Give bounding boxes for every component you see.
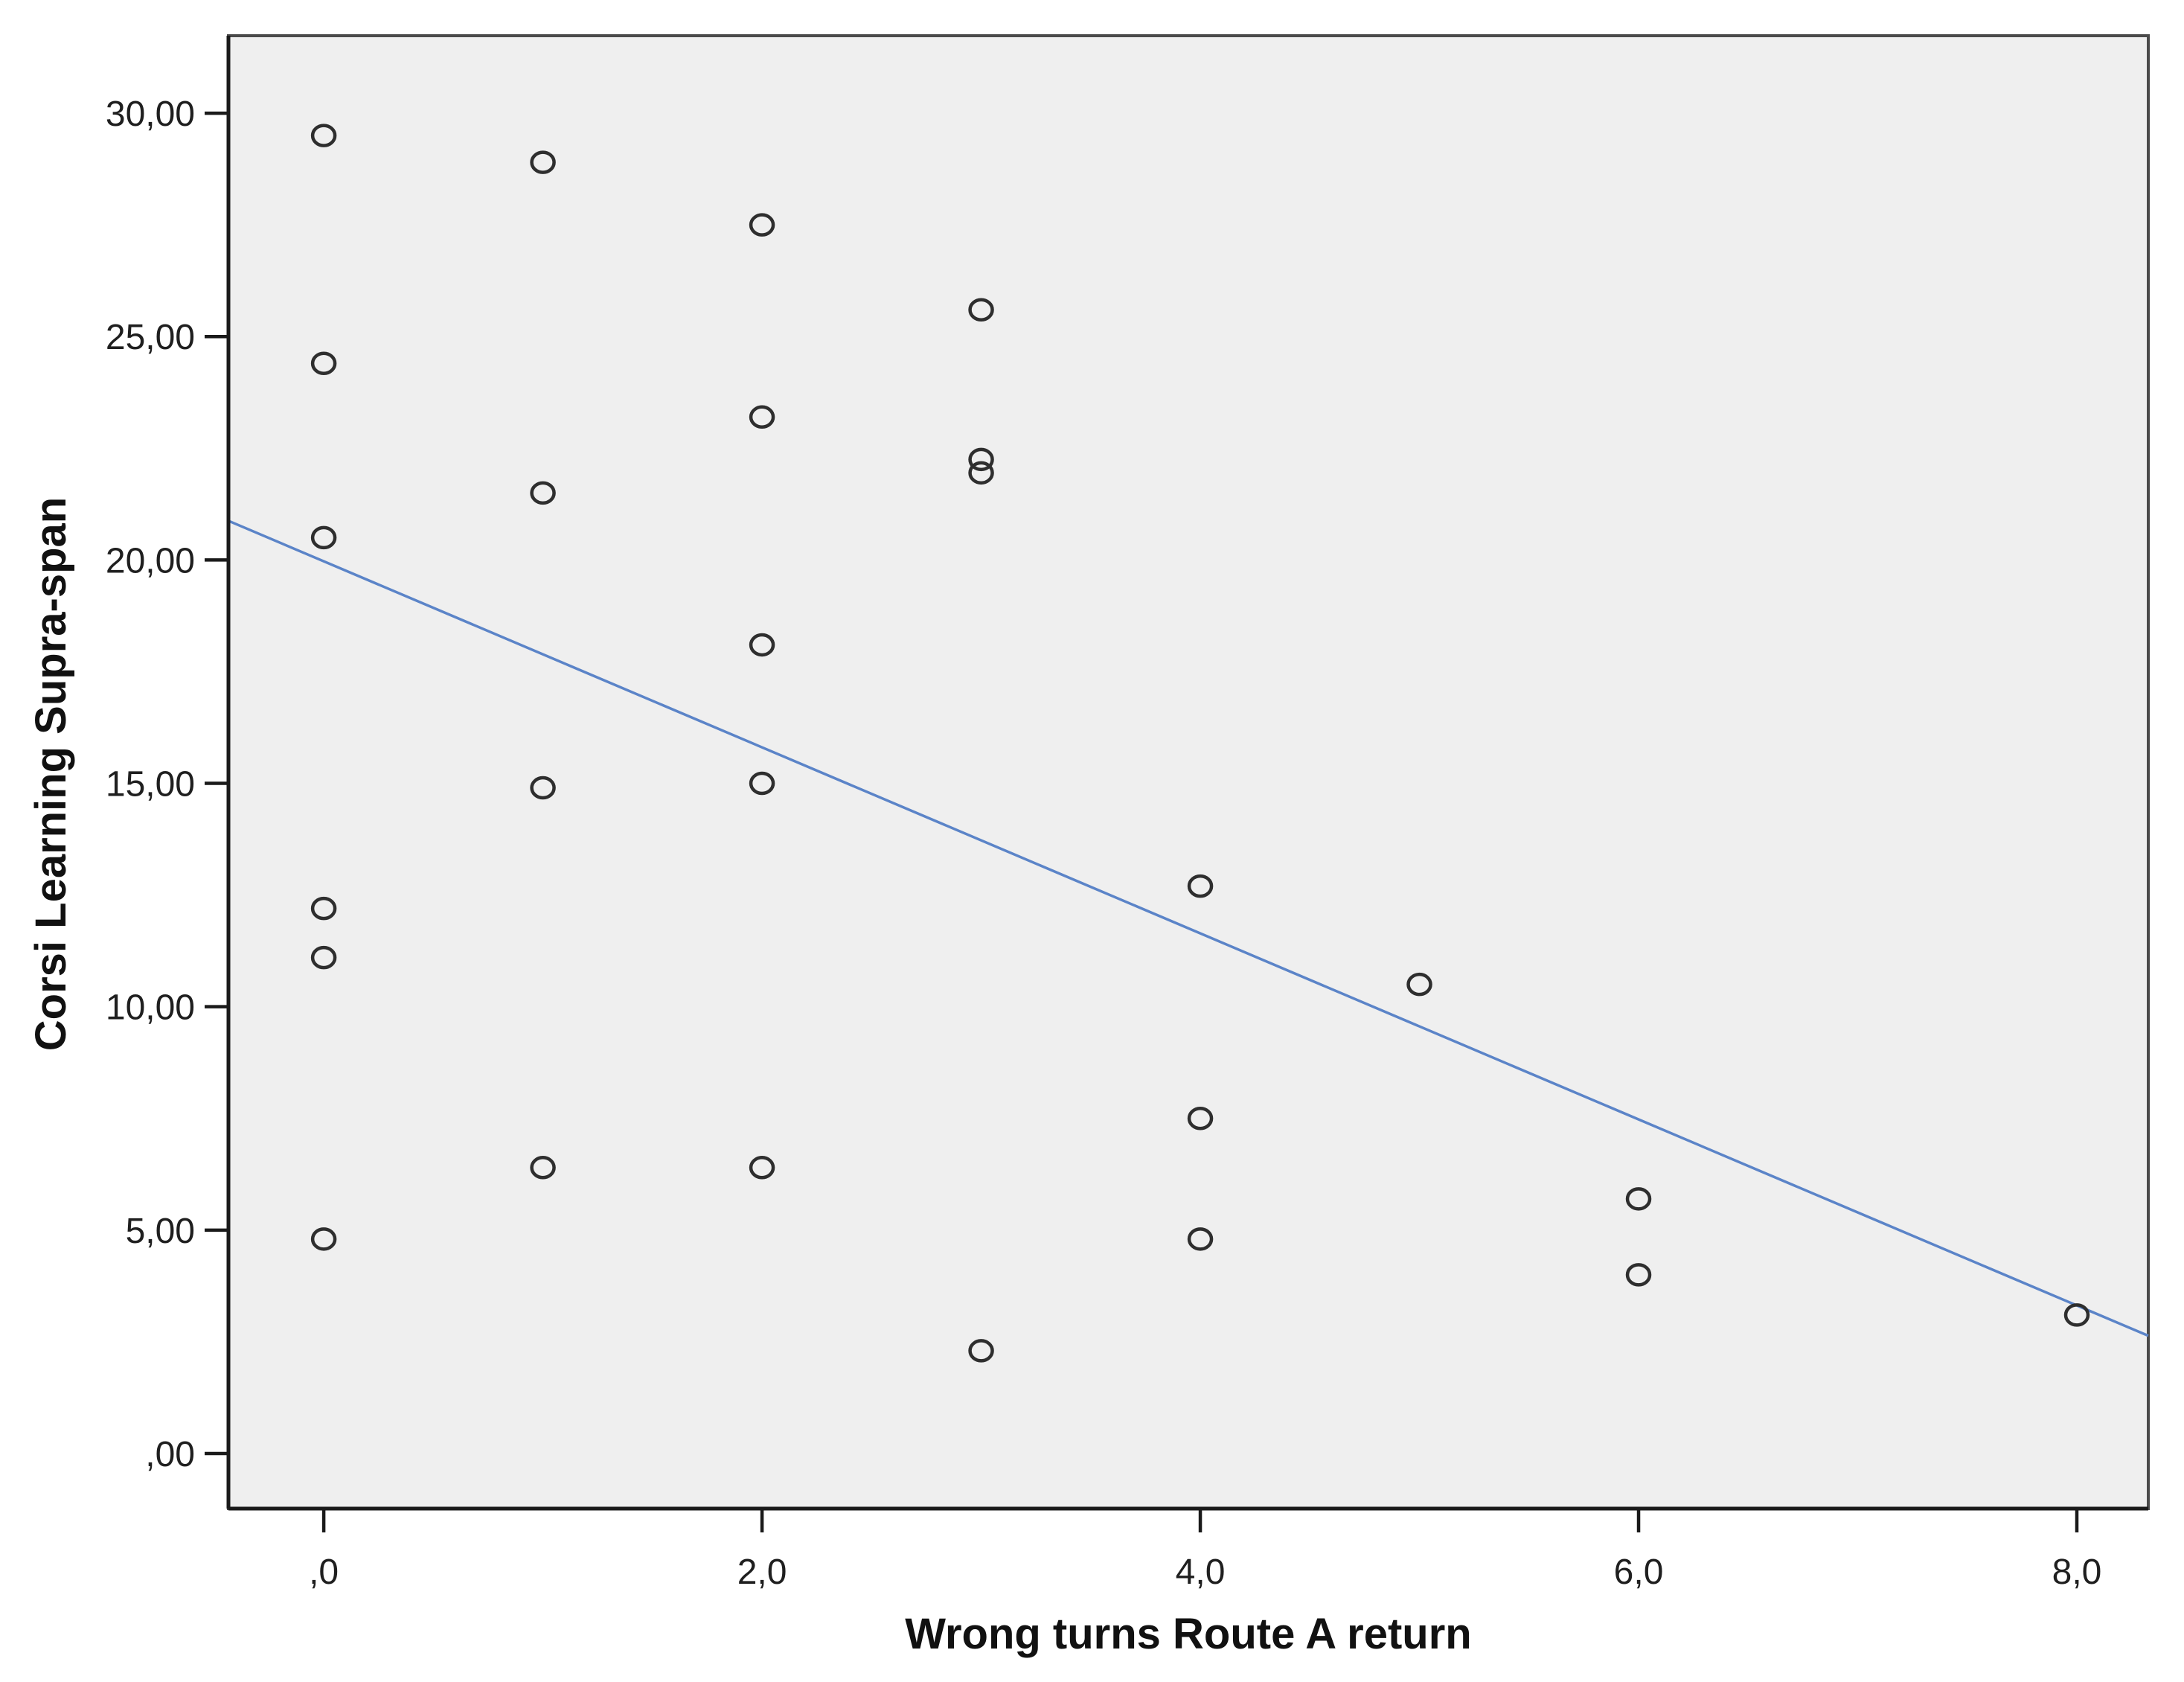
x-tick-label: ,0 bbox=[309, 1553, 339, 1592]
data-point-marker bbox=[968, 461, 994, 485]
data-point-marker bbox=[968, 298, 994, 322]
data-point-marker bbox=[968, 1339, 994, 1363]
data-point-marker bbox=[310, 945, 337, 970]
data-point-marker bbox=[530, 1156, 556, 1180]
data-point-marker bbox=[530, 150, 556, 174]
data-point-marker bbox=[310, 1227, 337, 1251]
data-point-marker bbox=[1187, 1227, 1214, 1251]
points-group bbox=[310, 124, 2090, 1363]
y-tick-label: 5,00 bbox=[126, 1212, 195, 1251]
ticks-group bbox=[205, 36, 2148, 1532]
x-axis-title: Wrong turns Route A return bbox=[905, 1610, 1471, 1658]
data-point-marker bbox=[530, 481, 556, 505]
data-point-marker bbox=[749, 405, 775, 429]
y-tick-label: 25,00 bbox=[106, 318, 195, 357]
data-point-marker bbox=[1625, 1187, 1652, 1211]
y-axis-title: Corsi Learning Supra-span bbox=[27, 497, 75, 1051]
data-point-marker bbox=[1406, 972, 1432, 997]
y-tick-label: 10,00 bbox=[106, 988, 195, 1028]
fit-line bbox=[228, 519, 2149, 1337]
x-tick-label: 4,0 bbox=[1176, 1553, 1226, 1592]
data-point-marker bbox=[749, 771, 775, 796]
data-point-marker bbox=[310, 351, 337, 376]
fit-line-group bbox=[228, 519, 2149, 1337]
data-point-marker bbox=[310, 525, 337, 550]
data-point-marker bbox=[749, 213, 775, 237]
plot-area bbox=[227, 34, 2150, 1510]
data-point-marker bbox=[1625, 1263, 1652, 1287]
y-tick-label: 15,00 bbox=[106, 765, 195, 805]
data-point-marker bbox=[2063, 1303, 2090, 1327]
tick-labels-group: ,00 5,00 10,00 15,00 20,00 25,00 30,00 ,0 2,0 4,0… bbox=[106, 95, 2101, 1592]
y-tick-label: 20,00 bbox=[106, 541, 195, 581]
data-point-marker bbox=[749, 1156, 775, 1180]
data-point-marker bbox=[530, 776, 556, 800]
data-point-marker bbox=[968, 447, 994, 472]
y-tick-label: ,00 bbox=[145, 1435, 195, 1474]
x-tick-label: 2,0 bbox=[737, 1553, 787, 1592]
data-point-marker bbox=[749, 633, 775, 657]
data-point-marker bbox=[1187, 1107, 1214, 1131]
y-tick-label: 30,00 bbox=[106, 95, 195, 134]
data-point-marker bbox=[310, 896, 337, 921]
data-point-marker bbox=[310, 124, 337, 147]
data-point-marker bbox=[1187, 874, 1214, 898]
x-tick-label: 6,0 bbox=[1614, 1553, 1664, 1592]
x-tick-label: 8,0 bbox=[2052, 1553, 2102, 1592]
